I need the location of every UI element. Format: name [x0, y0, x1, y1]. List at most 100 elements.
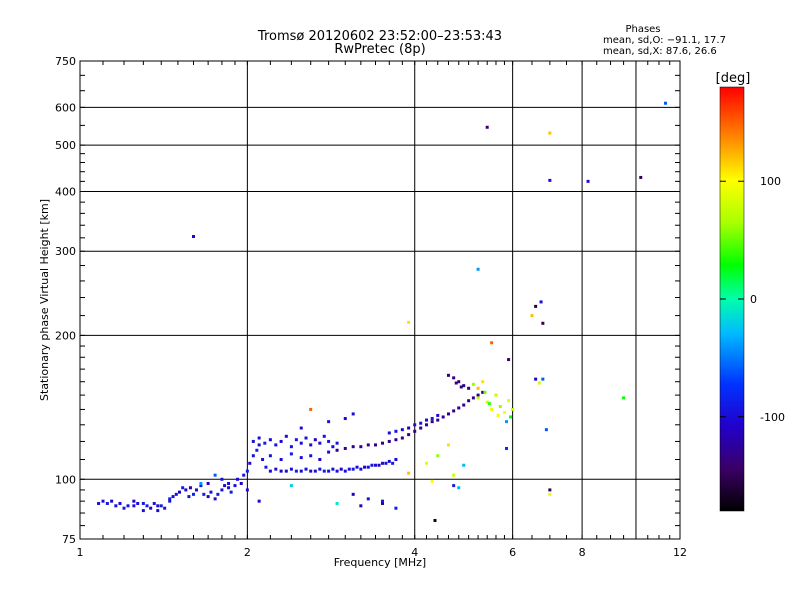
data-point: [141, 509, 145, 513]
data-point: [436, 454, 440, 458]
data-point: [261, 457, 265, 461]
data-point: [487, 402, 491, 406]
data-point: [245, 469, 249, 473]
phases-x-stats: mean, sd,X: 87.6, 26.6: [603, 46, 717, 57]
data-point: [168, 497, 172, 501]
data-point: [318, 467, 322, 471]
y-tick-label: 500: [55, 139, 76, 152]
data-point: [530, 314, 534, 318]
x-tick-label: 8: [579, 546, 586, 559]
data-point: [289, 484, 293, 488]
data-point: [168, 499, 172, 503]
data-point: [242, 473, 246, 477]
y-tick-label: 300: [55, 245, 76, 258]
data-point: [534, 377, 538, 381]
y-axis-label: Stationary phase Virtual Height [km]: [38, 199, 51, 401]
colorbar-label: [deg]: [716, 71, 751, 86]
data-point: [471, 382, 475, 386]
data-point: [400, 428, 404, 432]
data-point: [202, 492, 206, 496]
data-point: [206, 495, 210, 499]
data-point: [97, 501, 101, 505]
data-point: [313, 438, 317, 442]
data-point: [274, 467, 278, 471]
data-point: [548, 178, 552, 182]
data-point: [452, 409, 456, 413]
data-point: [279, 457, 283, 461]
data-point: [145, 504, 149, 508]
data-point: [373, 463, 377, 467]
data-point: [494, 393, 498, 397]
data-point: [309, 443, 313, 447]
data-point: [339, 467, 343, 471]
data-point: [457, 486, 461, 490]
data-point: [141, 501, 145, 505]
data-point: [227, 481, 231, 485]
data-point: [394, 506, 398, 510]
data-point: [213, 473, 217, 477]
data-point: [343, 469, 347, 473]
data-point: [309, 407, 313, 411]
data-point: [239, 481, 243, 485]
data-point: [454, 381, 458, 385]
data-point: [156, 504, 160, 508]
data-point: [313, 469, 317, 473]
data-point: [347, 467, 351, 471]
data-point: [322, 469, 326, 473]
data-point: [268, 469, 272, 473]
data-point: [430, 420, 434, 424]
data-point: [327, 469, 331, 473]
data-point: [263, 441, 267, 445]
y-tick-label: 750: [55, 55, 76, 68]
data-point: [236, 477, 240, 481]
data-point: [209, 490, 213, 494]
data-point: [118, 501, 122, 505]
x-tick-label: 12: [673, 546, 687, 559]
data-point: [400, 436, 404, 440]
data-point: [541, 377, 545, 381]
data-point: [548, 492, 552, 496]
data-point: [407, 471, 411, 475]
data-point: [299, 426, 303, 430]
data-point: [223, 484, 227, 488]
phases-o-stats: mean, sd,O: −91.1, 17.7: [603, 35, 726, 46]
data-point: [380, 441, 384, 445]
data-point: [370, 463, 374, 467]
data-point: [304, 436, 308, 440]
data-point: [213, 497, 217, 501]
data-point: [539, 300, 543, 304]
data-point: [485, 400, 489, 404]
data-point: [274, 443, 278, 447]
data-point: [366, 465, 370, 469]
data-point: [191, 235, 195, 239]
data-point: [430, 417, 434, 421]
data-point: [380, 461, 384, 465]
plot-area-frame: [79, 60, 681, 540]
data-point: [152, 501, 156, 505]
data-point: [331, 445, 335, 449]
data-point: [359, 504, 363, 508]
data-point: [419, 426, 423, 430]
data-point: [279, 469, 283, 473]
data-point: [299, 456, 303, 460]
data-point: [380, 501, 384, 505]
data-point: [496, 413, 500, 417]
data-point: [199, 484, 203, 488]
data-point: [335, 441, 339, 445]
data-point: [407, 426, 411, 430]
data-point: [363, 465, 367, 469]
data-point: [505, 446, 509, 450]
colorbar-tick-label: 0: [750, 293, 757, 306]
data-point: [220, 477, 224, 481]
data-point: [359, 467, 363, 471]
data-point: [534, 304, 538, 308]
data-point: [289, 445, 293, 449]
data-point: [206, 481, 210, 485]
data-point: [373, 443, 377, 447]
colorbar-ticks: 100 0 -100: [720, 175, 785, 424]
data-point: [387, 459, 391, 463]
data-point: [248, 461, 252, 465]
data-point: [327, 420, 331, 424]
data-point: [284, 434, 288, 438]
data-point: [490, 341, 494, 345]
